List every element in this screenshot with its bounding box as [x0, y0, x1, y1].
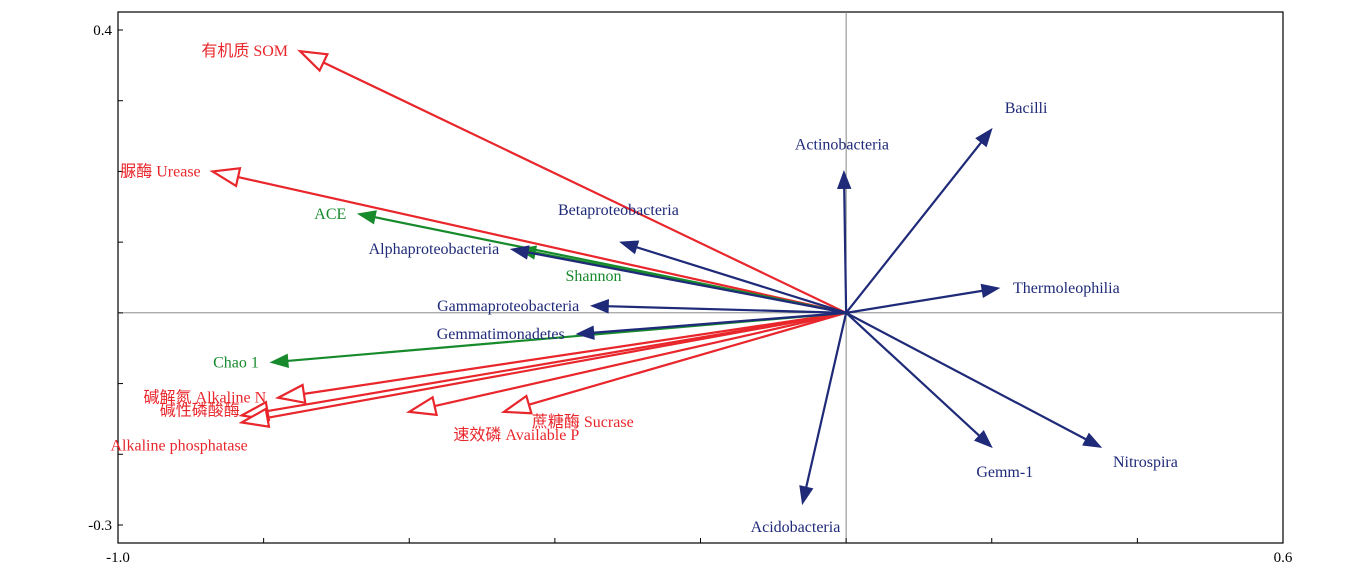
vector-shaft [845, 311, 1089, 442]
vector-arrow [845, 311, 1103, 448]
vector-arrow [500, 311, 847, 415]
axis-ticks: -1.0 0.6 0.4 -0.3 [88, 23, 1293, 566]
vector-label: Gammaproteobacteria [437, 298, 579, 315]
vector-shaft [845, 140, 984, 314]
vector-label: 碱解氮 Alkaline N [144, 389, 267, 407]
vector-head [509, 245, 530, 260]
vector-head [269, 353, 289, 369]
vector-head [1082, 432, 1103, 448]
vector-head [405, 395, 439, 417]
vector-shaft [634, 245, 847, 314]
vector-arrow [238, 311, 847, 429]
vector-arrow [274, 311, 847, 405]
vector-arrow [845, 283, 1001, 314]
vector-shaft [303, 311, 847, 395]
vector-arrow [589, 299, 847, 314]
vector-arrow [836, 170, 852, 313]
vector-head [209, 167, 242, 188]
vector-shaft [267, 311, 847, 413]
vector-label: Gemmatimonadetes [437, 326, 565, 343]
vector-label: 蔗糖酶 Sucrase [532, 413, 634, 431]
vector-head [980, 283, 1001, 299]
vector-label: Shannon [565, 268, 621, 285]
vector-head [975, 127, 993, 148]
vector-head [973, 430, 993, 449]
vector-label: 脲酶 Urease [120, 162, 200, 180]
vector-arrow [296, 49, 847, 314]
plot-border [117, 11, 1284, 544]
vector-label: Chao 1 [213, 354, 259, 371]
vector-shaft [528, 311, 847, 406]
vector-label: Nitrospira [1113, 454, 1178, 471]
plot-frame [117, 11, 1284, 544]
vector-head [799, 485, 814, 506]
vector-shaft [843, 186, 848, 313]
vector-head [296, 49, 330, 73]
vector-head [589, 299, 609, 314]
vector-arrow [209, 167, 847, 314]
vector-label: Alkaline phosphatase [110, 437, 247, 454]
vector-label: Gemm-1 [976, 464, 1033, 481]
vector-arrow [845, 127, 993, 314]
vector-head [836, 170, 852, 190]
vector-head [500, 394, 533, 415]
vector-shaft [525, 250, 847, 314]
vector-arrow [845, 312, 993, 449]
vector-shaft [606, 305, 847, 314]
vector-label: Actinobacteria [795, 136, 889, 153]
vector-arrow [509, 245, 847, 314]
vector-shaft [267, 311, 847, 419]
vector-label: Betaproteobacteria [558, 202, 679, 219]
reference-lines [118, 12, 1283, 543]
x-tick-label: -1.0 [106, 550, 130, 566]
y-tick-label: 0.4 [93, 23, 112, 39]
vector-head [274, 383, 307, 405]
vector-arrow [575, 311, 847, 340]
vector-arrow [799, 312, 848, 506]
vector-shaft [237, 176, 847, 314]
vector-label: Alphaproteobacteria [369, 241, 500, 258]
vector-shaft [804, 312, 848, 490]
y-tick-label: -0.3 [88, 518, 112, 534]
vector-label: Acidobacteria [751, 519, 841, 536]
vector-shaft [845, 312, 982, 438]
vector-arrow [405, 311, 847, 417]
x-tick-label: 0.6 [1274, 550, 1293, 566]
vector-label: 碱性磷酸酶 [160, 401, 240, 419]
vector-label: 速效磷 Available P [453, 426, 579, 444]
vector-head [238, 407, 271, 429]
vector-shaft [434, 311, 847, 408]
vector-head [575, 325, 595, 340]
vector-shaft [323, 61, 847, 314]
vectors [209, 49, 1103, 506]
vector-shaft [591, 311, 847, 334]
vector-head [619, 240, 640, 255]
vector-label: Thermoleophilia [1013, 280, 1120, 297]
vector-label: ACE [314, 206, 346, 223]
vector-label: 有机质 SOM [201, 42, 288, 60]
vector-label: Bacilli [1005, 100, 1048, 117]
vector-head [356, 210, 377, 225]
vector-arrow [619, 240, 847, 314]
vector-shaft [845, 289, 985, 314]
